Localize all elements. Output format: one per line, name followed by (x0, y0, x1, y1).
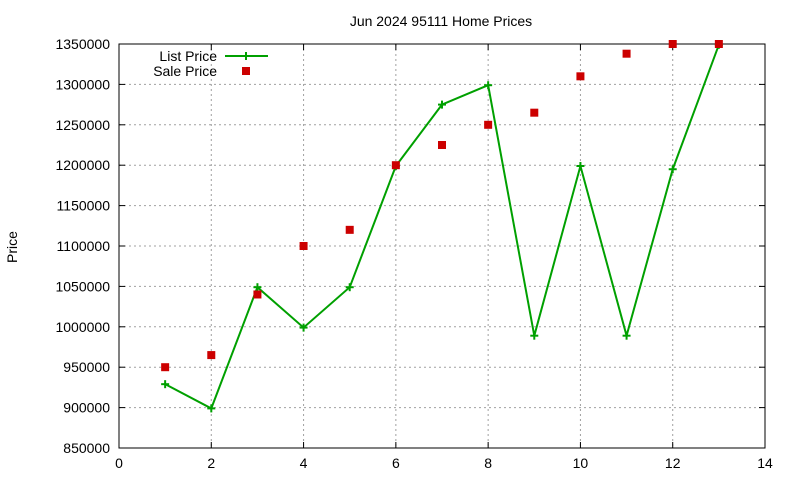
list-price-point (253, 283, 262, 292)
sale-price-point (530, 108, 539, 117)
y-tick-label: 1350000 (55, 36, 110, 52)
y-tick-label: 1000000 (55, 319, 110, 335)
y-axis-label: Price (4, 231, 20, 263)
y-tick-label: 1200000 (55, 157, 110, 173)
legend-swatch-list-price (225, 52, 268, 60)
list-price-point (530, 331, 539, 340)
x-tick-label: 2 (207, 455, 215, 471)
y-tick-label: 850000 (63, 440, 110, 456)
list-price-point (299, 323, 308, 332)
plot-frame (118, 43, 766, 449)
x-tick-label: 14 (757, 455, 773, 471)
list-price-point (484, 81, 493, 90)
sale-price-point (714, 40, 723, 48)
y-tick-label: 1150000 (57, 198, 111, 214)
list-price-point (668, 165, 677, 174)
list-price-line (164, 44, 720, 410)
chart-title: Jun 2024 95111 Home Prices (350, 13, 532, 29)
list-price-point (576, 162, 585, 171)
y-tick-label: 1050000 (55, 278, 110, 294)
legend: List Price Sale Price (153, 48, 268, 79)
sale-price-point (438, 141, 446, 149)
sale-price-point (345, 225, 354, 234)
sale-price-point (576, 72, 585, 81)
y-tick-label: 950000 (63, 359, 110, 375)
x-tick-label: 0 (115, 455, 123, 471)
sale-price-point (484, 120, 493, 129)
x-tick-label: 8 (484, 455, 492, 471)
list-price-point (345, 283, 354, 292)
x-tick-label: 4 (300, 455, 308, 471)
y-tick-label: 1100000 (57, 238, 111, 254)
legend-label-list-price: List Price (159, 48, 217, 64)
sale-price-point (253, 290, 262, 299)
y-tick-label: 1300000 (55, 76, 110, 92)
sale-price-point (391, 161, 400, 170)
legend-label-sale-price: Sale Price (153, 63, 217, 79)
axis-ticks: 0 2 4 6 8 10 12 14 850000 900000 950000 1000000 1050… (55, 36, 773, 471)
y-tick-label: 900000 (63, 400, 110, 416)
x-tick-label: 10 (573, 455, 589, 471)
sale-price-point (668, 40, 677, 48)
list-price-point (438, 100, 446, 109)
y-tick-label: 1250000 (55, 117, 110, 133)
series (161, 40, 723, 413)
legend-swatch-sale-price (242, 67, 250, 75)
x-tick-label: 6 (392, 455, 400, 471)
list-price-point (207, 404, 216, 413)
sale-price-point (299, 242, 308, 250)
sale-price-point (207, 351, 216, 360)
sale-price-point (622, 49, 631, 58)
x-tick-label: 12 (665, 455, 681, 471)
list-price-point (161, 380, 170, 389)
sale-price-point (161, 363, 170, 372)
list-price-point (622, 331, 631, 340)
